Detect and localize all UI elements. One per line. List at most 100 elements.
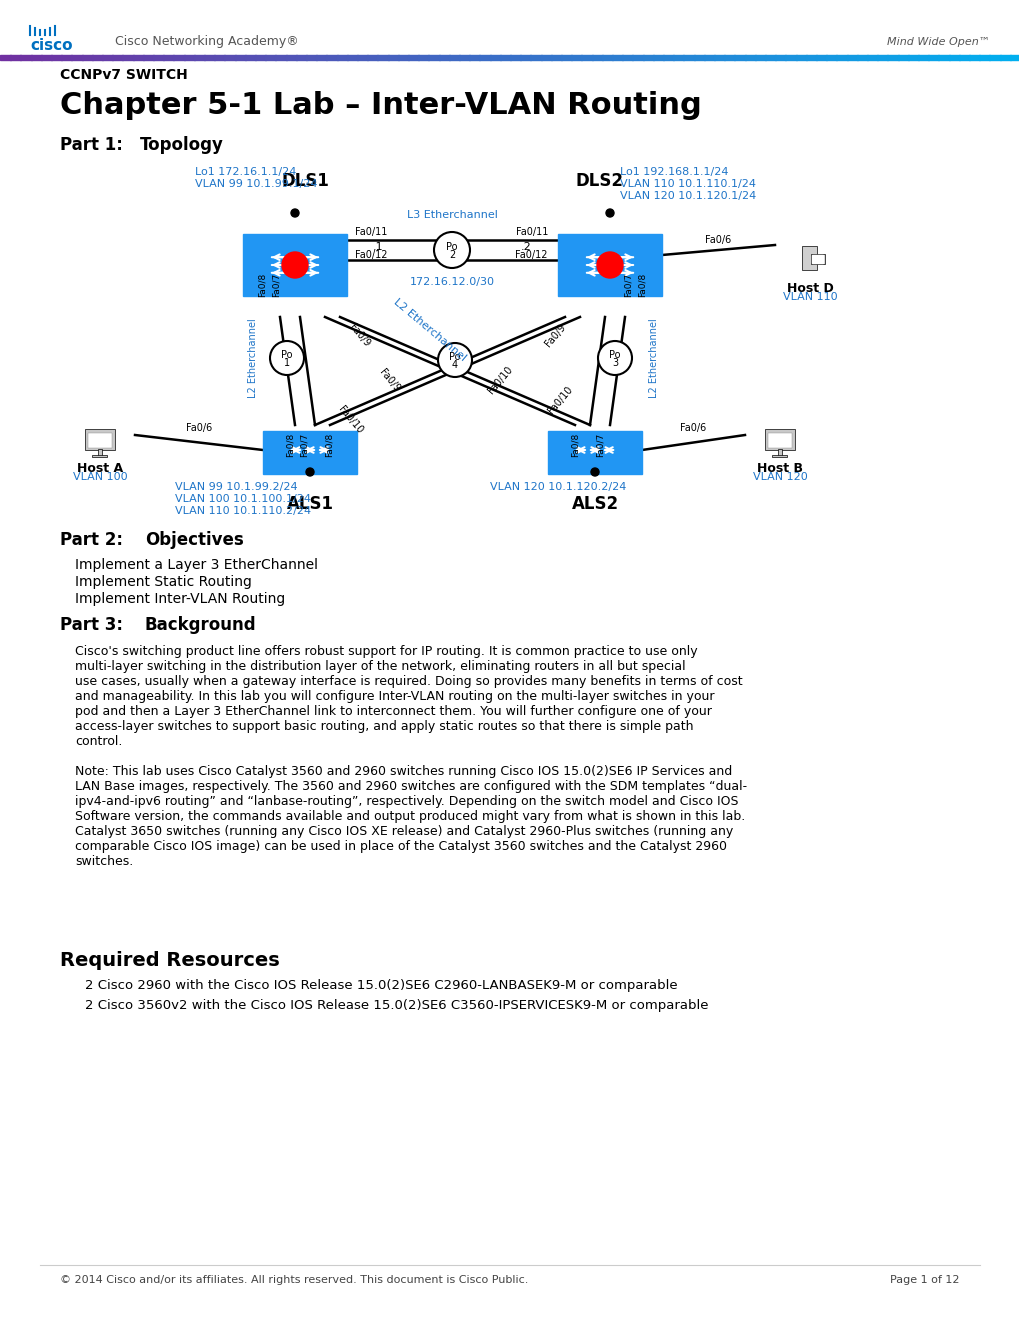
Bar bbox=[550, 55, 561, 59]
Text: Fa0/9: Fa0/9 bbox=[542, 322, 567, 348]
Bar bbox=[999, 55, 1010, 59]
Text: VLAN 120 10.1.120.2/24: VLAN 120 10.1.120.2/24 bbox=[489, 482, 626, 492]
Text: Page 1 of 12: Page 1 of 12 bbox=[890, 1275, 959, 1284]
Bar bbox=[285, 55, 297, 59]
Text: Fa0/7: Fa0/7 bbox=[300, 433, 309, 457]
Bar bbox=[204, 55, 215, 59]
Bar bbox=[836, 55, 847, 59]
Bar bbox=[811, 255, 822, 263]
Text: L2 Etherchannel: L2 Etherchannel bbox=[391, 297, 468, 363]
Bar bbox=[856, 55, 867, 59]
Text: Lo1 172.16.1.1/24: Lo1 172.16.1.1/24 bbox=[195, 168, 297, 177]
Bar bbox=[194, 55, 205, 59]
Bar bbox=[795, 55, 806, 59]
Text: 4: 4 bbox=[451, 360, 458, 370]
Bar bbox=[811, 253, 824, 264]
Bar bbox=[71, 55, 83, 59]
Bar bbox=[85, 429, 115, 450]
Bar bbox=[876, 55, 888, 59]
Bar bbox=[978, 55, 989, 59]
Bar bbox=[917, 55, 928, 59]
Bar bbox=[61, 55, 72, 59]
Circle shape bbox=[306, 469, 314, 477]
Bar bbox=[713, 55, 725, 59]
Bar bbox=[591, 55, 602, 59]
Text: Po: Po bbox=[448, 352, 461, 362]
Bar bbox=[652, 55, 663, 59]
Bar bbox=[815, 55, 826, 59]
Text: Chapter 5-1 Lab – Inter-VLAN Routing: Chapter 5-1 Lab – Inter-VLAN Routing bbox=[60, 91, 701, 120]
Circle shape bbox=[597, 341, 632, 375]
Bar bbox=[703, 55, 714, 59]
Circle shape bbox=[433, 232, 470, 268]
Bar bbox=[734, 55, 745, 59]
Bar bbox=[754, 55, 765, 59]
Text: VLAN 100 10.1.100.1/24: VLAN 100 10.1.100.1/24 bbox=[175, 494, 311, 504]
Text: .1: .1 bbox=[373, 242, 383, 252]
Bar bbox=[887, 55, 898, 59]
Bar bbox=[764, 55, 775, 59]
Bar bbox=[377, 55, 388, 59]
Bar bbox=[367, 55, 378, 59]
Bar bbox=[683, 55, 694, 59]
Bar bbox=[499, 55, 511, 59]
Circle shape bbox=[590, 469, 598, 477]
Bar bbox=[326, 55, 337, 59]
Text: Background: Background bbox=[145, 616, 257, 634]
Circle shape bbox=[270, 341, 304, 375]
Bar bbox=[479, 55, 490, 59]
Bar bbox=[988, 55, 1000, 59]
Bar bbox=[357, 55, 368, 59]
Text: Implement a Layer 3 EtherChannel: Implement a Layer 3 EtherChannel bbox=[75, 558, 318, 572]
Text: VLAN 110: VLAN 110 bbox=[782, 292, 837, 302]
Circle shape bbox=[596, 252, 623, 279]
Text: VLAN 120 10.1.120.1/24: VLAN 120 10.1.120.1/24 bbox=[620, 191, 755, 201]
Bar bbox=[316, 55, 327, 59]
Text: 2 Cisco 3560v2 with the Cisco IOS Release 15.0(2)SE6 C3560-IPSERVICESK9-M or com: 2 Cisco 3560v2 with the Cisco IOS Releas… bbox=[85, 998, 708, 1011]
Text: Fa0/10: Fa0/10 bbox=[485, 364, 514, 396]
Bar bbox=[611, 55, 623, 59]
Bar bbox=[245, 55, 256, 59]
Bar bbox=[802, 246, 816, 271]
Circle shape bbox=[281, 252, 308, 279]
Bar bbox=[510, 55, 521, 59]
Circle shape bbox=[290, 209, 299, 216]
Bar bbox=[540, 55, 551, 59]
Bar bbox=[785, 55, 796, 59]
Bar bbox=[825, 55, 837, 59]
Bar bbox=[234, 55, 246, 59]
Text: Fa0/12: Fa0/12 bbox=[515, 249, 547, 260]
Text: Po: Po bbox=[446, 242, 458, 252]
Bar bbox=[82, 55, 93, 59]
Bar bbox=[243, 234, 346, 296]
Bar bbox=[20, 55, 32, 59]
Text: Fa0/8: Fa0/8 bbox=[258, 273, 267, 297]
Bar bbox=[489, 55, 500, 59]
Text: VLAN 99 10.1.99.2/24: VLAN 99 10.1.99.2/24 bbox=[175, 482, 298, 492]
Text: Fa0/10: Fa0/10 bbox=[545, 384, 574, 416]
Text: 172.16.12.0/30: 172.16.12.0/30 bbox=[409, 277, 494, 286]
Bar bbox=[448, 55, 460, 59]
Bar bbox=[0, 55, 11, 59]
Bar bbox=[469, 55, 480, 59]
Bar bbox=[428, 55, 439, 59]
Text: VLAN 110 10.1.110.1/24: VLAN 110 10.1.110.1/24 bbox=[620, 180, 755, 189]
Bar bbox=[622, 55, 633, 59]
Text: Po: Po bbox=[281, 350, 292, 360]
Bar bbox=[263, 432, 357, 474]
Text: Fa0/8: Fa0/8 bbox=[571, 433, 580, 457]
Bar bbox=[143, 55, 154, 59]
Bar bbox=[224, 55, 235, 59]
Bar bbox=[306, 55, 317, 59]
Circle shape bbox=[437, 343, 472, 378]
Bar bbox=[418, 55, 429, 59]
Text: Fa0/6: Fa0/6 bbox=[680, 422, 705, 433]
Bar bbox=[520, 55, 531, 59]
Text: Host A: Host A bbox=[76, 462, 123, 475]
Bar bbox=[397, 55, 409, 59]
Bar bbox=[771, 454, 787, 457]
Bar bbox=[547, 432, 641, 474]
Bar bbox=[255, 55, 266, 59]
Bar bbox=[102, 55, 113, 59]
Bar bbox=[93, 454, 107, 457]
